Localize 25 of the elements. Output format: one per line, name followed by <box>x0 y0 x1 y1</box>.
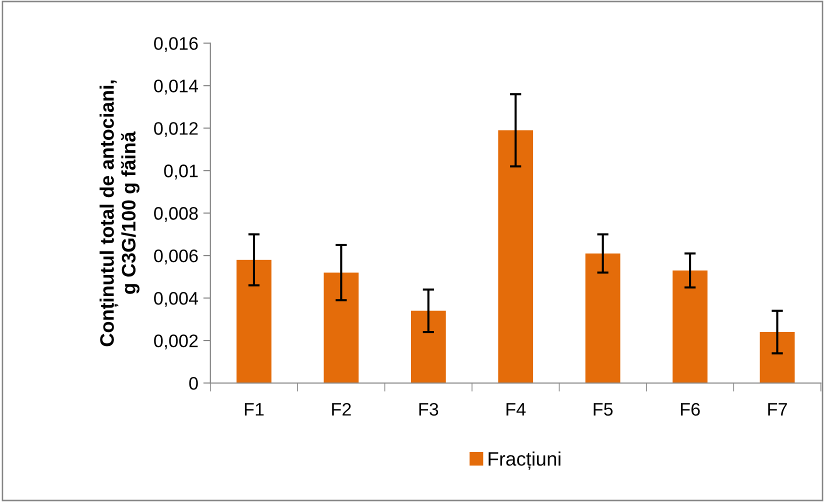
y-tick-label: 0,014 <box>154 80 198 95</box>
bar <box>672 270 708 384</box>
x-tick-label: F2 <box>332 402 351 416</box>
bar <box>585 253 620 384</box>
bar <box>236 260 272 384</box>
x-tick-label: F7 <box>768 403 787 416</box>
y-tick-label: 0,012 <box>154 122 198 137</box>
x-tick-label: F3 <box>419 402 438 416</box>
x-tick-label: F4 <box>506 403 526 416</box>
legend-label: Fracțiuni <box>488 452 560 470</box>
bar <box>324 272 359 384</box>
bar <box>410 310 446 384</box>
y-tick-label: 0 <box>189 376 198 390</box>
bar <box>760 332 795 384</box>
y-axis-title: Conținutul total de antociani, g C3G/100 g făină <box>100 80 140 346</box>
y-tick-label: 0,016 <box>154 37 198 52</box>
y-tick-label: 0,006 <box>154 250 198 264</box>
x-tick-label: F6 <box>681 402 700 416</box>
y-tick-label: 0,002 <box>154 334 198 350</box>
x-tick-label: F5 <box>594 403 613 416</box>
y-tick-label: 0,01 <box>164 164 198 180</box>
y-tick-label: 0,008 <box>154 207 198 222</box>
y-tick-label: 0,004 <box>154 292 198 307</box>
x-tick-label: F1 <box>244 403 264 416</box>
bar <box>498 130 534 384</box>
